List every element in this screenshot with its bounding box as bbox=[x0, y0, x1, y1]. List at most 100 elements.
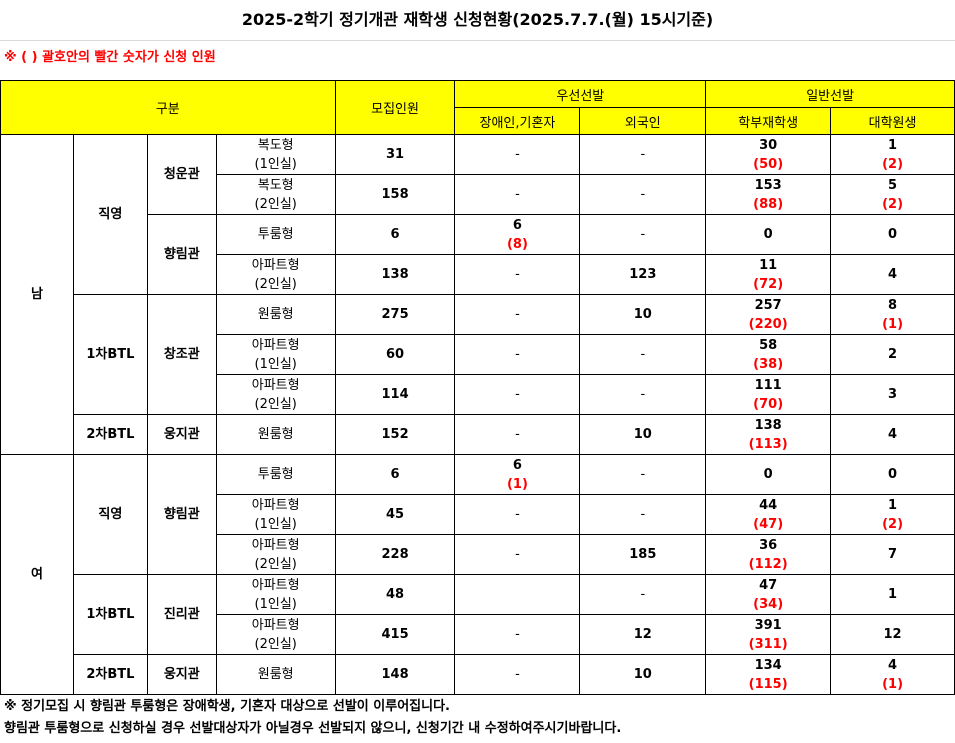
general-undergrad-quota: 58 bbox=[759, 337, 778, 353]
hall-ungji: 웅지관 bbox=[146, 414, 217, 455]
general-undergrad-cell: 0 bbox=[705, 454, 832, 495]
room-type-cell: 아파트형 (2인실) bbox=[215, 614, 336, 655]
priority-foreign-cell: - bbox=[579, 574, 707, 615]
quota-value: 45 bbox=[386, 507, 405, 522]
general-undergrad-quota: 11 bbox=[759, 257, 778, 273]
room-type-cell: 복도형 (2인실) bbox=[215, 174, 336, 215]
priority-disabled-cell: 6 (1) bbox=[454, 454, 581, 495]
priority-foreign-cell: - bbox=[579, 454, 707, 495]
priority-disabled-quota: - bbox=[515, 387, 520, 402]
room-type-line: (2인실) bbox=[254, 636, 297, 652]
priority-foreign-cell: - bbox=[579, 174, 707, 215]
priority-foreign-cell: 10 bbox=[579, 294, 707, 335]
general-undergrad-applicants: (34) bbox=[753, 596, 784, 612]
quota-cell: 152 bbox=[334, 414, 456, 455]
room-type-line: (2인실) bbox=[254, 556, 297, 572]
general-grad-cell: 8 (1) bbox=[830, 294, 955, 335]
quota-value: 138 bbox=[381, 267, 409, 282]
legend-note: ※ ( ) 괄호안의 빨간 숫자가 신청 인원 bbox=[4, 50, 216, 65]
priority-foreign-quota: 185 bbox=[629, 547, 657, 562]
priority-disabled-cell: - bbox=[454, 534, 581, 575]
room-type-line: (2인실) bbox=[254, 196, 297, 212]
hall-label: 청운관 bbox=[163, 167, 200, 182]
general-undergrad-quota: 0 bbox=[763, 227, 773, 242]
general-undergrad-cell: 30 (50) bbox=[705, 134, 832, 175]
operation-label: 직영 bbox=[98, 207, 123, 222]
room-type-line: 아파트형 bbox=[251, 577, 300, 593]
hall-hyangrim: 향림관 bbox=[146, 454, 217, 575]
header-priority: 우선선발 bbox=[454, 80, 707, 108]
priority-foreign-quota: - bbox=[640, 467, 646, 482]
operation-btl2: 2차BTL bbox=[72, 654, 148, 695]
gender-label: 남 bbox=[30, 287, 43, 302]
hall-changjo: 창조관 bbox=[146, 294, 217, 415]
general-undergrad-applicants: (70) bbox=[753, 396, 784, 412]
room-type-line: 복도형 bbox=[257, 177, 294, 193]
quota-value: 275 bbox=[381, 307, 409, 322]
hall-label: 웅지관 bbox=[163, 667, 200, 682]
general-undergrad-cell: 153 (88) bbox=[705, 174, 832, 215]
header-category: 구분 bbox=[0, 80, 336, 135]
general-undergrad-quota: 111 bbox=[754, 377, 782, 393]
general-undergrad-applicants: (72) bbox=[753, 276, 784, 292]
priority-disabled-quota: - bbox=[515, 307, 520, 322]
priority-disabled-cell: - bbox=[454, 414, 581, 455]
general-grad-quota: 7 bbox=[888, 547, 898, 562]
priority-disabled-cell: - bbox=[454, 494, 581, 535]
general-undergrad-quota: 36 bbox=[759, 537, 778, 553]
quota-value: 60 bbox=[386, 347, 405, 362]
room-type-line: 아파트형 bbox=[251, 377, 300, 393]
general-grad-quota: 5 bbox=[888, 177, 898, 193]
room-type-cell: 아파트형 (1인실) bbox=[215, 334, 336, 375]
general-grad-applicants: (1) bbox=[882, 676, 904, 692]
general-grad-cell: 5 (2) bbox=[830, 174, 955, 215]
priority-foreign-quota: 10 bbox=[633, 427, 652, 442]
operation-btl1: 1차BTL bbox=[72, 294, 148, 415]
hall-label: 향림관 bbox=[163, 507, 200, 522]
gender-male: 남 bbox=[0, 134, 74, 455]
priority-disabled-quota: - bbox=[515, 667, 520, 682]
quota-cell: 48 bbox=[334, 574, 456, 615]
room-type-line: 아파트형 bbox=[251, 537, 300, 553]
priority-foreign-quota: 10 bbox=[633, 307, 652, 322]
priority-foreign-quota: - bbox=[640, 227, 646, 242]
priority-disabled-applicants: (8) bbox=[506, 236, 528, 252]
general-grad-applicants: (2) bbox=[882, 516, 904, 532]
room-type-cell: 복도형 (1인실) bbox=[215, 134, 336, 175]
general-grad-cell: 1 (2) bbox=[830, 134, 955, 175]
general-grad-quota: 1 bbox=[888, 587, 898, 602]
operation-label: 직영 bbox=[98, 507, 123, 522]
priority-disabled-quota: - bbox=[515, 267, 520, 282]
general-undergrad-applicants: (47) bbox=[753, 516, 784, 532]
general-grad-quota: 2 bbox=[888, 347, 898, 362]
header-general-undergrad: 학부재학생 bbox=[705, 107, 832, 135]
room-type-cell: 원룸형 bbox=[215, 414, 336, 455]
table-row: 복도형 (2인실) 158- -153 (88) 5 (2) bbox=[1, 174, 955, 215]
general-undergrad-quota: 47 bbox=[759, 577, 778, 593]
general-grad-cell: 1 (2) bbox=[830, 494, 955, 535]
general-undergrad-applicants: (113) bbox=[748, 436, 788, 452]
quota-value: 48 bbox=[386, 587, 405, 602]
general-grad-cell: 12 bbox=[830, 614, 955, 655]
quota-value: 6 bbox=[390, 227, 400, 242]
hall-label: 창조관 bbox=[163, 347, 200, 362]
gender-label: 여 bbox=[30, 567, 43, 582]
priority-disabled-cell: - bbox=[454, 654, 581, 695]
priority-foreign-quota: - bbox=[640, 187, 646, 202]
general-undergrad-applicants: (38) bbox=[753, 356, 784, 372]
priority-disabled-quota: - bbox=[515, 507, 520, 522]
room-type-line: 아파트형 bbox=[251, 337, 300, 353]
hall-label: 향림관 bbox=[163, 247, 200, 262]
general-grad-quota: 0 bbox=[888, 227, 898, 242]
room-type-cell: 아파트형 (2인실) bbox=[215, 254, 336, 295]
priority-foreign-cell: 123 bbox=[579, 254, 707, 295]
general-undergrad-applicants: (112) bbox=[748, 556, 788, 572]
room-type-cell: 원룸형 bbox=[215, 294, 336, 335]
priority-disabled-cell: 6 (8) bbox=[454, 214, 581, 255]
priority-foreign-quota: 10 bbox=[633, 667, 652, 682]
quota-cell: 158 bbox=[334, 174, 456, 215]
priority-foreign-cell: - bbox=[579, 334, 707, 375]
priority-foreign-cell: - bbox=[579, 374, 707, 415]
general-undergrad-quota: 44 bbox=[759, 497, 778, 513]
